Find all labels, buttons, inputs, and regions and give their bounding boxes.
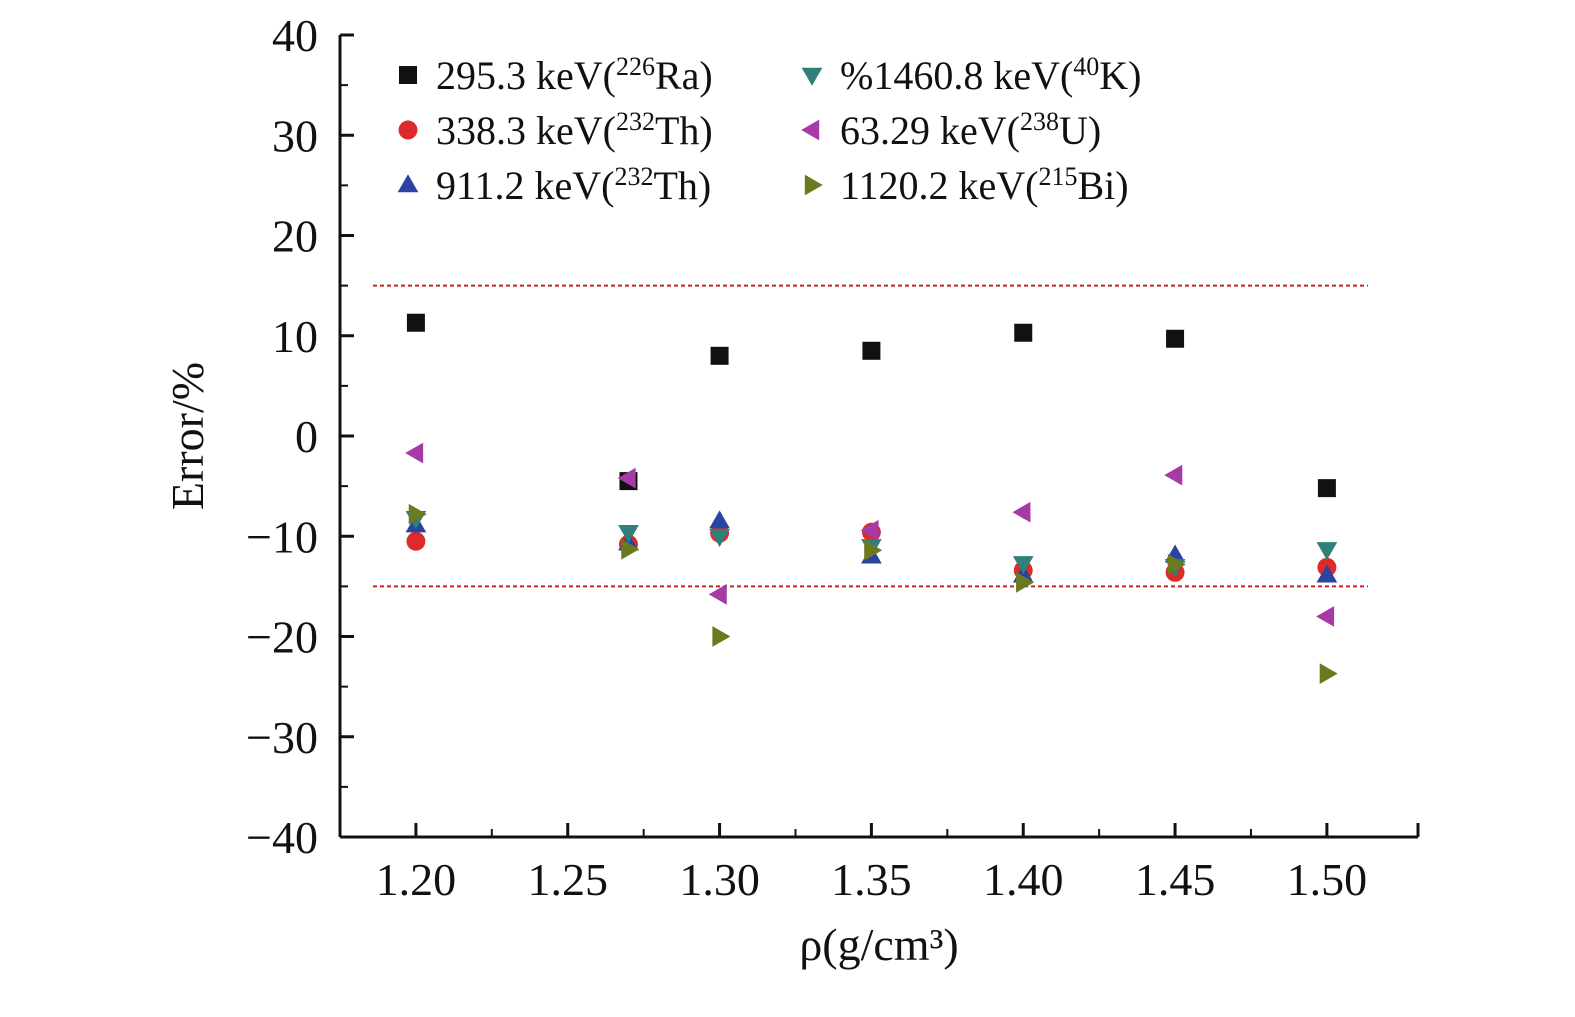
x-tick-label: 1.50 xyxy=(1287,854,1368,905)
legend-label: 911.2 keV(232Th) xyxy=(436,162,711,208)
data-point-circle xyxy=(406,531,426,551)
legend-marker-circle xyxy=(398,120,418,140)
data-point-square xyxy=(1317,479,1336,498)
axes xyxy=(338,35,1418,839)
legend-item: %1460.8 keV(40K) xyxy=(801,52,1142,98)
series-triangle-left xyxy=(405,442,1335,627)
x-axis-title: ρ(g/cm³) xyxy=(799,919,958,970)
data-point-triangle-right xyxy=(712,626,731,647)
legend-item: 338.3 keV(232Th) xyxy=(398,107,713,153)
data-point-triangle-right xyxy=(408,503,427,525)
data-point-triangle-left xyxy=(1012,501,1031,523)
y-tick-label: 0 xyxy=(295,411,318,462)
data-point-square xyxy=(1166,329,1185,348)
data-point-square xyxy=(406,313,425,332)
data-point-triangle-down xyxy=(618,525,639,544)
legend-label: 338.3 keV(232Th) xyxy=(436,107,713,153)
legend-item: 63.29 keV(238U) xyxy=(801,107,1101,153)
x-tick-label: 1.40 xyxy=(983,854,1064,905)
data-point-triangle-up xyxy=(1316,564,1338,583)
legend-marker-triangle-up xyxy=(397,174,419,193)
data-point-triangle-left xyxy=(1164,464,1183,486)
x-tick-label: 1.30 xyxy=(679,854,760,905)
legend-marker-triangle-left xyxy=(801,119,820,141)
y-tick-label: 30 xyxy=(272,110,318,161)
legend-label: 1120.2 keV(215Bi) xyxy=(840,162,1129,208)
series-square xyxy=(406,313,1336,498)
y-tick-label: 20 xyxy=(272,211,318,262)
legend-label: 63.29 keV(238U) xyxy=(840,107,1101,153)
series-triangle-right xyxy=(408,503,1338,684)
data-point-triangle-right xyxy=(1319,663,1338,684)
legend-label: %1460.8 keV(40K) xyxy=(840,52,1142,98)
data-point-square xyxy=(1014,323,1033,342)
x-tick-label: 1.25 xyxy=(527,854,608,905)
legend-item: 295.3 keV(226Ra) xyxy=(399,52,713,98)
data-points xyxy=(405,313,1338,684)
data-point-triangle-left xyxy=(1316,606,1335,627)
data-point-triangle-down xyxy=(1012,556,1034,575)
y-tick-label: 40 xyxy=(272,10,318,61)
y-tick-label: −30 xyxy=(246,712,318,763)
data-point-triangle-down xyxy=(709,529,730,548)
x-tick-label: 1.20 xyxy=(376,854,457,905)
y-ticks: 40 30 20 10 0 −10 −20 −30 −40 xyxy=(246,10,354,863)
legend-item: 1120.2 keV(215Bi) xyxy=(804,162,1129,208)
data-point-triangle-left xyxy=(405,442,424,464)
data-point-square xyxy=(862,341,881,360)
data-point-triangle-left xyxy=(617,467,636,489)
x-ticks: 1.20 1.25 1.30 1.35 1.40 1.45 1.50 xyxy=(376,823,1420,905)
series-triangle-down xyxy=(405,511,1338,578)
reference-lines xyxy=(373,284,1368,588)
y-tick-label: 10 xyxy=(272,311,318,362)
legend-marker-triangle-right xyxy=(804,174,823,196)
y-tick-label: −10 xyxy=(246,511,318,562)
data-point-square xyxy=(710,346,729,365)
data-point-triangle-right xyxy=(864,539,883,561)
legend-item: 911.2 keV(232Th) xyxy=(397,162,711,208)
data-point-triangle-right xyxy=(1167,553,1186,575)
y-tick-label: −20 xyxy=(246,612,318,663)
data-point-triangle-right xyxy=(621,538,640,560)
x-tick-label: 1.45 xyxy=(1135,854,1216,905)
legend-label: 295.3 keV(226Ra) xyxy=(436,52,713,98)
y-tick-label: −40 xyxy=(246,812,318,863)
legend: 295.3 keV(226Ra) 338.3 keV(232Th) 911.2 ke… xyxy=(397,52,1142,208)
legend-marker-square xyxy=(399,66,417,84)
x-tick-label: 1.35 xyxy=(831,854,912,905)
data-point-triangle-left xyxy=(860,519,879,541)
data-point-triangle-down xyxy=(1316,542,1338,561)
y-axis-title: Error/% xyxy=(162,362,213,510)
data-point-triangle-right xyxy=(1016,572,1035,593)
data-point-triangle-left xyxy=(708,584,727,605)
legend-marker-triangle-down xyxy=(801,67,823,86)
data-point-triangle-up xyxy=(709,510,730,529)
